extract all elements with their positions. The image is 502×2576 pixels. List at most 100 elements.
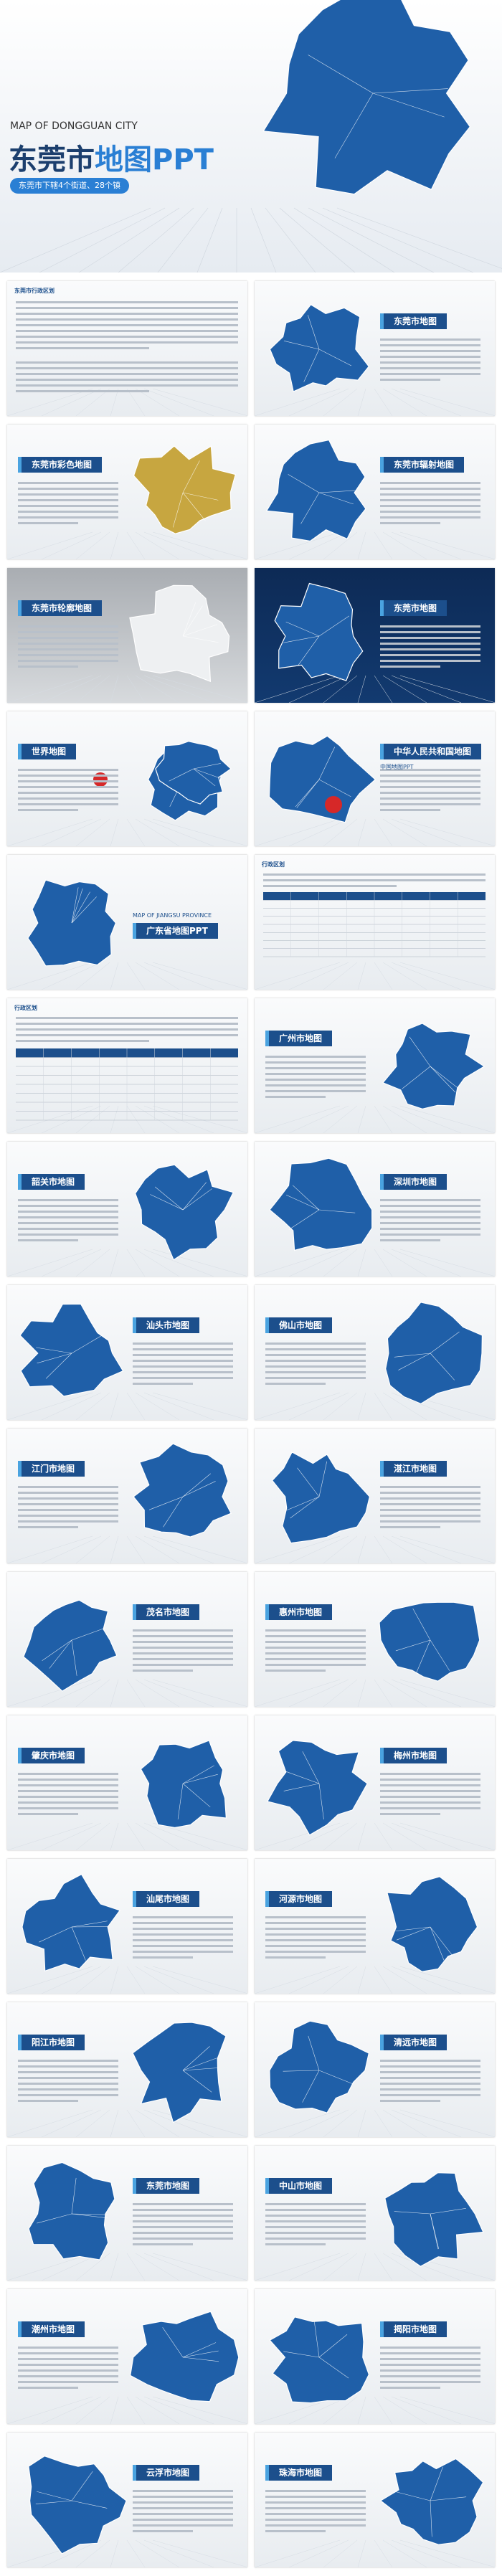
slide-graphics [255,1452,495,1563]
text-line [18,1233,118,1236]
map-border [182,1188,212,1211]
text-line [18,769,118,771]
text-line [16,313,238,315]
floor-grid [143,2253,214,2281]
text-line [133,2530,193,2532]
slide: 汕头市地图 [7,1285,247,1420]
floor-grid [323,1535,358,1563]
map-shape [262,0,471,195]
text-line [18,797,118,800]
floor-grid [7,675,93,703]
slide-title: 阳江市地图 [18,2035,85,2050]
map-border [430,1353,455,1381]
text-line [18,1801,118,1804]
map-border [318,349,352,366]
map-border [182,602,196,637]
floor-grid [382,2396,427,2424]
floor-grid [323,1392,358,1420]
map-border [402,1066,431,1089]
map-border [71,888,83,924]
text-line [380,1515,480,1517]
map-border [71,2213,108,2215]
slide: 中华人民共和国地图 中国地图PPT [255,711,495,846]
floor-grid [152,2539,247,2567]
floor-grid [255,1105,341,1133]
text-line [18,499,118,501]
floor-grid [143,531,214,559]
text-line [18,2071,118,2073]
text-line [18,780,118,782]
text-line [18,1790,118,1792]
floor-grid [7,1249,93,1277]
floor-grid [110,2396,119,2424]
map-border [334,93,374,158]
slide-graphics [7,1873,247,1994]
map-border [285,1771,320,1784]
floor-grid [293,207,395,273]
floor-grid [399,1535,495,1563]
floor-grid [143,818,214,846]
floor-grid [7,818,93,846]
floor-grid [399,675,495,703]
map-border [318,615,349,637]
text-line [18,1492,118,1494]
slide-graphics [7,2456,247,2567]
text-line [16,373,238,375]
floor-grid [41,962,102,990]
floor-grid [75,818,110,846]
map-border [182,492,219,501]
text-line [380,373,480,375]
map-border [430,1331,460,1354]
floor-grid [399,962,495,990]
slide-graphics [7,1740,247,1850]
map-shape [269,1157,373,1251]
text-line [18,1211,118,1213]
text-line [380,2077,480,2079]
floor-grid [323,675,358,703]
text-line [18,482,118,484]
map-border [182,1774,218,1784]
floor-grid [135,2253,180,2281]
text-line [380,2347,480,2349]
map-border [318,490,356,493]
floor-grid [152,1535,247,1563]
floor-grid [7,1105,93,1133]
floor-grid [110,675,119,703]
map-border [182,1182,207,1211]
slide: 佛山市地图 [255,1285,495,1420]
floor-grid [126,1392,146,1420]
slide-graphics [255,1740,495,1850]
floor-grid [152,818,247,846]
map-border [302,1751,320,1784]
floor-grid [322,207,474,273]
slide-graphics [7,1443,247,1563]
map-border [182,2070,212,2093]
text-line [18,654,118,656]
floor-grid [255,2109,341,2137]
text-line [16,1040,149,1042]
floor-grid [135,818,180,846]
map-border [45,1353,72,1379]
map-shape [28,2161,115,2260]
text-line [133,1343,233,1345]
map-border [395,1639,431,1652]
map-shape [386,1876,478,1972]
floor-grid [250,207,277,273]
floor-grid [143,962,214,990]
floor-grid [279,207,356,273]
text-line [16,324,238,326]
map-border [318,747,336,780]
floor-grid [126,1679,146,1707]
text-line [18,1239,78,1241]
text-line [265,1343,366,1345]
floor-grid [75,675,110,703]
floor-grid [374,1822,393,1850]
map-shape [28,2456,127,2554]
text-line [380,1492,480,1494]
text-line [265,2530,326,2532]
floor-grid [374,1966,393,1994]
text-line [380,1796,480,1798]
slide: 揭阳市地图 [255,2289,495,2424]
floor-grid [374,2253,393,2281]
floor-grid [255,1535,341,1563]
